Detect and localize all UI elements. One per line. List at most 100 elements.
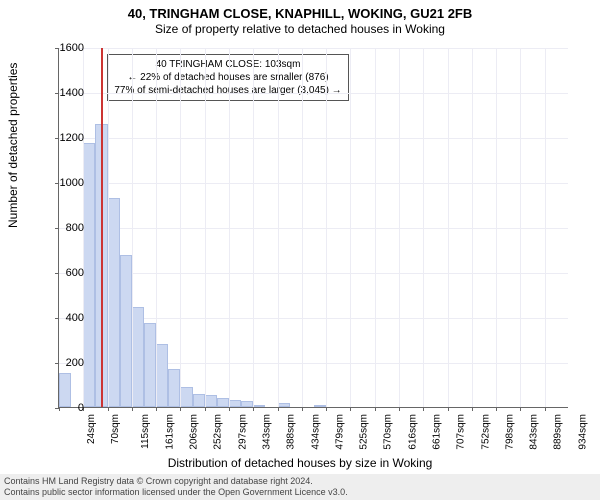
gridline-v — [399, 48, 400, 407]
plot-area: 40 TRINGHAM CLOSE: 103sqm← 22% of detach… — [58, 48, 568, 408]
y-axis-label: Number of detached properties — [6, 63, 20, 228]
xtick-mark — [326, 407, 327, 411]
histogram-bar — [193, 394, 205, 408]
chart-subtitle: Size of property relative to detached ho… — [0, 22, 600, 37]
xtick-label: 206sqm — [189, 414, 200, 450]
histogram-bar — [253, 405, 265, 407]
chart-title: 40, TRINGHAM CLOSE, KNAPHILL, WOKING, GU… — [0, 6, 600, 22]
xtick-mark — [253, 407, 254, 411]
histogram-bar — [205, 395, 217, 407]
gridline-h — [59, 183, 568, 184]
callout-line: 40 TRINGHAM CLOSE: 103sqm — [114, 58, 341, 71]
xtick-mark — [278, 407, 279, 411]
xtick-label: 570sqm — [383, 414, 394, 450]
xtick-label: 434sqm — [310, 414, 321, 450]
gridline-v — [302, 48, 303, 407]
gridline-h — [59, 273, 568, 274]
ytick-label: 0 — [48, 402, 84, 414]
xtick-label: 616sqm — [407, 414, 418, 450]
ytick-label: 400 — [48, 312, 84, 324]
ytick-label: 1600 — [48, 42, 84, 54]
ytick-label: 200 — [48, 357, 84, 369]
xtick-mark — [375, 407, 376, 411]
gridline-v — [278, 48, 279, 407]
gridline-h — [59, 228, 568, 229]
gridline-v — [423, 48, 424, 407]
xtick-label: 843sqm — [529, 414, 540, 450]
gridline-h — [59, 93, 568, 94]
xtick-mark — [302, 407, 303, 411]
gridline-v — [375, 48, 376, 407]
ytick-label: 800 — [48, 222, 84, 234]
xtick-label: 297sqm — [237, 414, 248, 450]
xtick-label: 161sqm — [164, 414, 175, 450]
xtick-mark — [545, 407, 546, 411]
xtick-mark — [132, 407, 133, 411]
xtick-mark — [520, 407, 521, 411]
gridline-v — [350, 48, 351, 407]
subject-marker-line — [101, 48, 103, 407]
xtick-mark — [350, 407, 351, 411]
gridline-v — [180, 48, 181, 407]
gridline-v — [229, 48, 230, 407]
footer-line-2: Contains public sector information licen… — [4, 487, 596, 498]
xtick-label: 252sqm — [213, 414, 224, 450]
xtick-mark — [156, 407, 157, 411]
gridline-v — [205, 48, 206, 407]
gridline-v — [496, 48, 497, 407]
xtick-label: 661sqm — [432, 414, 443, 450]
footer-line-1: Contains HM Land Registry data © Crown c… — [4, 476, 596, 487]
gridline-v — [132, 48, 133, 407]
x-axis-label: Distribution of detached houses by size … — [0, 456, 600, 470]
xtick-mark — [229, 407, 230, 411]
histogram-bar — [241, 401, 253, 407]
gridline-h — [59, 48, 568, 49]
histogram-bar — [132, 307, 144, 407]
xtick-label: 752sqm — [480, 414, 491, 450]
xtick-label: 798sqm — [504, 414, 515, 450]
histogram-bar — [229, 400, 241, 407]
xtick-mark — [108, 407, 109, 411]
xtick-mark — [496, 407, 497, 411]
ytick-label: 600 — [48, 267, 84, 279]
xtick-label: 70sqm — [110, 414, 121, 444]
ytick-label: 1400 — [48, 87, 84, 99]
histogram-bar — [144, 323, 156, 407]
xtick-label: 24sqm — [86, 414, 97, 444]
xtick-mark — [399, 407, 400, 411]
xtick-label: 934sqm — [577, 414, 588, 450]
xtick-mark — [448, 407, 449, 411]
xtick-label: 889sqm — [553, 414, 564, 450]
gridline-v — [545, 48, 546, 407]
gridline-v — [156, 48, 157, 407]
xtick-label: 115sqm — [139, 414, 150, 449]
histogram-bar — [180, 387, 192, 407]
xtick-label: 343sqm — [262, 414, 273, 450]
histogram-bar — [108, 198, 120, 407]
gridline-h — [59, 138, 568, 139]
callout-line: ← 22% of detached houses are smaller (87… — [114, 71, 341, 84]
ytick-label: 1200 — [48, 132, 84, 144]
histogram-bar — [314, 405, 326, 407]
gridline-v — [253, 48, 254, 407]
ytick-label: 1000 — [48, 177, 84, 189]
footer: Contains HM Land Registry data © Crown c… — [0, 474, 600, 500]
gridline-v — [326, 48, 327, 407]
xtick-label: 525sqm — [359, 414, 370, 450]
gridline-v — [108, 48, 109, 407]
xtick-mark — [180, 407, 181, 411]
histogram-bar — [156, 344, 168, 407]
xtick-mark — [423, 407, 424, 411]
chart-title-block: 40, TRINGHAM CLOSE, KNAPHILL, WOKING, GU… — [0, 0, 600, 37]
histogram-bar — [120, 255, 132, 407]
plot-wrap: 40 TRINGHAM CLOSE: 103sqm← 22% of detach… — [58, 48, 568, 408]
histogram-bar — [217, 398, 229, 407]
histogram-bar — [168, 369, 180, 407]
histogram-bar — [83, 143, 95, 407]
gridline-v — [448, 48, 449, 407]
xtick-label: 707sqm — [456, 414, 467, 450]
gridline-v — [472, 48, 473, 407]
histogram-bar — [278, 403, 290, 408]
gridline-v — [520, 48, 521, 407]
xtick-label: 388sqm — [286, 414, 297, 450]
